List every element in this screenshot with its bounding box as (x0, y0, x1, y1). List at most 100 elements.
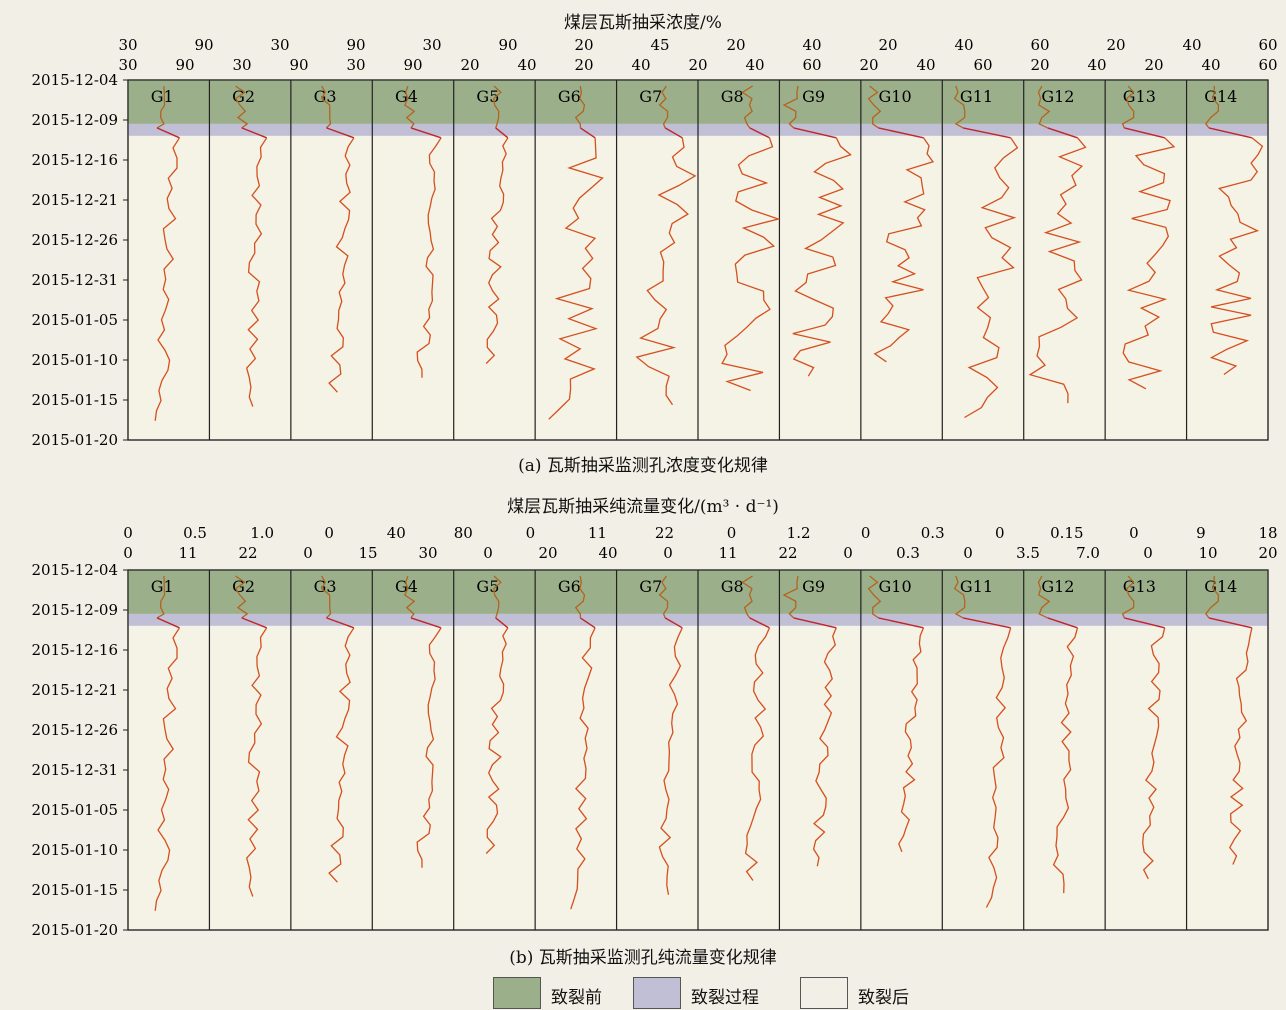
b-top-tick-label: 0 (1143, 544, 1153, 562)
a-panel-label-g11: G11 (960, 87, 993, 106)
b-series-post-g1 (154, 627, 181, 911)
a-top-tick-label: 20 (1030, 56, 1049, 74)
a-panel-label-g3: G3 (314, 87, 337, 106)
a-series-jump-g2 (241, 127, 267, 139)
a-series-jump-g6 (580, 127, 596, 139)
b-top-tick-label: 11 (178, 544, 197, 562)
b-top-tick-label: 7.0 (1076, 544, 1100, 562)
b-series-post-g2 (245, 627, 268, 897)
a-top-tick-label: 90 (289, 56, 308, 74)
a-date-label: 2015-01-20 (32, 431, 118, 449)
b-series-jump-g11 (962, 617, 1011, 629)
a-series-jump-g12 (1047, 127, 1078, 139)
b-top-tick-label: 40 (598, 544, 617, 562)
a-top-tick-label: 90 (498, 36, 517, 54)
a-panel-label-g13: G13 (1123, 87, 1156, 106)
b-top-tick-label: 1.0 (250, 524, 274, 542)
a-top-tick-label: 90 (403, 56, 422, 74)
a-series-post-g2 (245, 137, 268, 407)
b-series-jump-g1 (156, 617, 180, 629)
b-series-jump-g4 (410, 617, 442, 629)
a-series-post-g5 (485, 137, 509, 364)
b-date-label: 2015-01-10 (32, 841, 118, 859)
a-top-tick-label: 60 (1258, 56, 1277, 74)
b-top-tick-label: 11 (718, 544, 737, 562)
a-series-post-g7 (635, 137, 697, 406)
a-series-jump-g4 (410, 127, 442, 139)
b-top-tick-label: 11 (588, 524, 607, 542)
a-panel-label-g9: G9 (802, 87, 825, 106)
a-series-pre-g1 (156, 85, 166, 129)
b-top-tick-label: 0 (861, 524, 871, 542)
chart-a: 2015-12-04 2015-12-09 2015-12-16 2015-12-21… (32, 36, 1278, 449)
a-series-pre-g11 (953, 85, 966, 129)
a-panel-label-g12: G12 (1041, 87, 1074, 106)
b-date-label: 2015-12-26 (32, 721, 118, 739)
a-top-tick-label: 40 (916, 56, 935, 74)
a-panel-label-g10: G10 (878, 87, 911, 106)
a-top-tick-label: 60 (802, 56, 821, 74)
chart-b-caption: (b) 瓦斯抽采监测孔纯流量变化规律 (509, 948, 777, 968)
b-series-pre-g8 (741, 575, 753, 619)
a-date-label: 2015-12-26 (32, 231, 118, 249)
a-top-tick-label: 30 (346, 56, 365, 74)
a-top-tick-label: 40 (954, 36, 973, 54)
a-series-pre-g10 (867, 85, 882, 129)
b-top-tick-label: 0 (324, 524, 334, 542)
b-series-post-g9 (812, 627, 837, 867)
b-date-label: 2015-12-31 (32, 761, 118, 779)
a-date-label: 2015-12-16 (32, 151, 118, 169)
a-top-tick-label: 60 (1258, 36, 1277, 54)
b-top-tick-label: 20 (538, 544, 557, 562)
legend: 致裂前 致裂过程 致裂后 (0, 975, 1286, 1009)
a-series-pre-g8 (741, 85, 753, 129)
a-top-tick-label: 90 (194, 36, 213, 54)
a-date-label: 2015-01-10 (32, 351, 118, 369)
b-date-label: 2015-12-04 (32, 561, 118, 579)
b-series-jump-g10 (878, 617, 924, 629)
a-series-pre-g14 (1204, 85, 1220, 129)
b-series-jump-g7 (664, 617, 683, 629)
b-top-tick-label: 0 (995, 524, 1005, 542)
chart-a-caption: (a) 瓦斯抽采监测孔浓度变化规律 (518, 456, 768, 476)
b-series-pre-g5 (493, 575, 502, 619)
b-top-tick-label: 0 (663, 544, 673, 562)
b-panel-label-g11: G11 (960, 577, 993, 596)
a-top-tick-label: 30 (118, 36, 137, 54)
b-series-post-g4 (416, 627, 442, 868)
b-panel-label-g2: G2 (232, 577, 255, 596)
a-series-post-g6 (548, 137, 604, 420)
chart-a-title: 煤层瓦斯抽采浓度/% (564, 13, 722, 33)
b-series-post-g8 (744, 627, 771, 881)
b-panel-label-g7: G7 (639, 577, 662, 596)
b-top-tick-label: 22 (778, 544, 797, 562)
a-top-tick-label: 45 (650, 36, 669, 54)
b-series-post-g11 (985, 627, 1012, 908)
a-series-post-g10 (873, 137, 935, 363)
a-plot-frame (127, 79, 1269, 441)
b-panel-label-g3: G3 (314, 577, 337, 596)
a-top-tick-label: 60 (973, 56, 992, 74)
a-top-tick-label: 60 (1030, 36, 1049, 54)
a-top-tick-label: 30 (270, 36, 289, 54)
a-date-label: 2015-12-04 (32, 71, 118, 89)
a-top-tick-label: 30 (422, 36, 441, 54)
b-date-label: 2015-12-21 (32, 681, 118, 699)
b-panel-label-g12: G12 (1041, 577, 1074, 596)
a-series-pre-g12 (1037, 85, 1051, 129)
a-top-tick-label: 40 (1201, 56, 1220, 74)
b-top-tick-label: 0.3 (896, 544, 920, 562)
a-top-tick-label: 90 (346, 36, 365, 54)
legend-label-pre: 致裂前 (551, 988, 602, 1008)
a-panel-label-g6: G6 (558, 87, 581, 106)
b-top-tick-label: 0.15 (1050, 524, 1083, 542)
a-top-tick-label: 40 (802, 36, 821, 54)
b-top-tick-label: 0 (1129, 524, 1139, 542)
a-top-tick-label: 20 (859, 56, 878, 74)
b-panel-label-g13: G13 (1123, 577, 1156, 596)
a-top-tick-label: 20 (460, 56, 479, 74)
b-date-label: 2015-01-05 (32, 801, 118, 819)
a-top-tick-label: 40 (1182, 36, 1201, 54)
b-series-pre-g6 (574, 575, 586, 618)
a-panel-label-g1: G1 (151, 87, 174, 106)
